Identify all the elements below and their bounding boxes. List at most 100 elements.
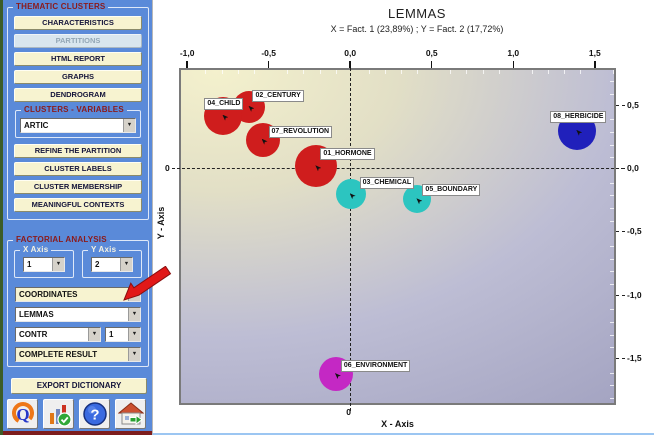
x-minor-tick — [303, 70, 305, 74]
center-marker — [248, 105, 255, 112]
plot-area: 01_HORMONE 02_CENTURY 03_CHEMICAL 04_CHILD 0… — [179, 68, 616, 405]
center-marker — [261, 138, 268, 145]
dendrogram-button[interactable]: DENDROGRAM — [14, 88, 142, 102]
svg-text:Q: Q — [16, 405, 29, 424]
chevron-down-icon[interactable]: ▼ — [128, 308, 140, 321]
chart-title: LEMMAS — [388, 6, 446, 21]
x-minor-tick — [368, 70, 370, 74]
chevron-down-icon[interactable]: ▼ — [120, 258, 132, 271]
export-dictionary-button[interactable]: EXPORT DICTIONARY — [11, 378, 147, 394]
x-axis-group-title: X Axis — [20, 245, 52, 254]
q-logo-button[interactable]: Q — [7, 399, 38, 429]
refine-partition-button[interactable]: REFINE THE PARTITION — [14, 144, 142, 158]
y-tick — [616, 294, 625, 296]
bubble-label: 07_REVOLUTION — [268, 125, 333, 138]
y-tick-label: 0,5 — [627, 99, 639, 110]
y-axis-title: Y - Axis — [156, 206, 166, 240]
clusters-variables-select[interactable]: ARTIC ▼ — [20, 118, 136, 133]
analysis-tools-button[interactable] — [43, 399, 74, 429]
y-tick — [616, 231, 625, 233]
help-button[interactable]: ? — [79, 399, 110, 429]
html-report-button[interactable]: HTML REPORT — [14, 52, 142, 66]
center-marker — [576, 129, 583, 136]
result-mode-value: COMPLETE RESULT — [19, 350, 98, 359]
chevron-down-icon[interactable]: ▼ — [52, 258, 64, 271]
x-minor-tick — [335, 70, 337, 74]
bubble-label: 03_CHEMICAL — [359, 177, 415, 190]
result-mode-select[interactable]: COMPLETE RESULT ▼ — [15, 347, 141, 362]
meaningful-contexts-button[interactable]: MEANINGFUL CONTEXTS — [14, 198, 142, 212]
chevron-down-icon[interactable]: ▼ — [128, 328, 140, 341]
center-marker — [334, 373, 341, 380]
x-axis-value: 1 — [27, 260, 32, 269]
x-axis-select[interactable]: 1 ▼ — [23, 257, 65, 272]
coordinates-select[interactable]: COORDINATES ▼ — [15, 287, 141, 302]
chart-check-icon — [49, 405, 72, 427]
chevron-down-icon[interactable]: ▼ — [123, 119, 135, 132]
y-minor-tick — [610, 258, 614, 260]
chevron-down-icon[interactable]: ▼ — [88, 328, 100, 341]
chevron-down-icon[interactable]: ▼ — [128, 348, 140, 361]
x-minor-tick — [319, 70, 321, 74]
dictionary-select[interactable]: LEMMAS ▼ — [15, 307, 141, 322]
x-minor-tick — [221, 70, 223, 74]
partitions-button: PARTITIONS — [14, 34, 142, 48]
x-tick — [267, 61, 270, 68]
home-exit-button[interactable] — [115, 399, 146, 429]
x-tick-label: 1,5 — [588, 48, 601, 58]
coordinates-value: COORDINATES — [19, 290, 78, 299]
y-tick-label: 0,0 — [627, 163, 639, 174]
characteristics-button[interactable]: CHARACTERISTICS — [14, 16, 142, 30]
x-minor-tick — [613, 70, 615, 74]
y-tick-label: -0,5 — [627, 226, 642, 237]
sidebar: THEMATIC CLUSTERS CHARACTERISTICS PARTIT… — [0, 0, 155, 435]
contr-row: CONTR ▼ 1 ▼ — [15, 327, 141, 342]
q-logo-icon: Q — [11, 402, 34, 424]
bubble-label: 01_HORMONE — [320, 148, 375, 161]
x-tick — [186, 61, 188, 68]
x-tick — [512, 61, 515, 68]
y-axis-value: 2 — [95, 260, 100, 269]
y-minor-tick — [610, 144, 614, 146]
graphs-button[interactable]: GRAPHS — [14, 70, 142, 84]
x-axis-title: X - Axis — [381, 419, 414, 429]
y-minor-tick — [610, 271, 614, 273]
bubble-label: 02_CENTURY — [252, 89, 304, 102]
x-axis-group: X Axis 1 ▼ — [14, 245, 74, 278]
bubble-label: 05_BOUNDARY — [422, 184, 481, 197]
origin-label-left: 0 — [165, 163, 170, 174]
x-minor-tick — [564, 70, 566, 74]
svg-text:?: ? — [90, 407, 99, 424]
y-minor-tick — [610, 398, 614, 400]
x-minor-tick — [238, 70, 240, 74]
y-minor-tick — [610, 309, 614, 311]
cluster-membership-button[interactable]: CLUSTER MEMBERSHIP — [14, 180, 142, 194]
x-tick — [594, 61, 596, 68]
x-minor-tick — [482, 70, 484, 74]
chevron-down-icon[interactable]: ▼ — [128, 288, 140, 301]
y-axis-select[interactable]: 2 ▼ — [91, 257, 133, 272]
y-minor-tick — [610, 182, 614, 184]
measure-select[interactable]: CONTR ▼ — [15, 327, 101, 342]
y-minor-tick — [610, 385, 614, 387]
y-minor-tick — [610, 334, 614, 336]
x-tick-label: 0,0 — [344, 48, 357, 58]
crosshair-vertical — [350, 68, 352, 411]
x-minor-tick — [384, 70, 386, 74]
y-minor-tick — [610, 195, 614, 197]
y-tick-label: -1,0 — [627, 289, 642, 300]
bubble-label: 06_ENVIRONMENT — [340, 360, 411, 373]
center-marker — [416, 198, 423, 205]
factor-number-select[interactable]: 1 ▼ — [105, 327, 141, 342]
cluster-labels-button[interactable]: CLUSTER LABELS — [14, 162, 142, 176]
crosshair-horizontal — [172, 168, 624, 170]
factorial-analysis-group: FACTORIAL ANALYSIS X Axis 1 ▼ Y Axis 2 ▼ — [7, 235, 149, 367]
y-minor-tick — [610, 208, 614, 210]
y-minor-tick — [610, 322, 614, 324]
y-minor-tick — [610, 372, 614, 374]
toolbar: Q ? — [7, 399, 146, 429]
x-minor-tick — [547, 70, 549, 74]
x-tick-label: -1,0 — [179, 48, 195, 58]
y-minor-tick — [610, 246, 614, 248]
